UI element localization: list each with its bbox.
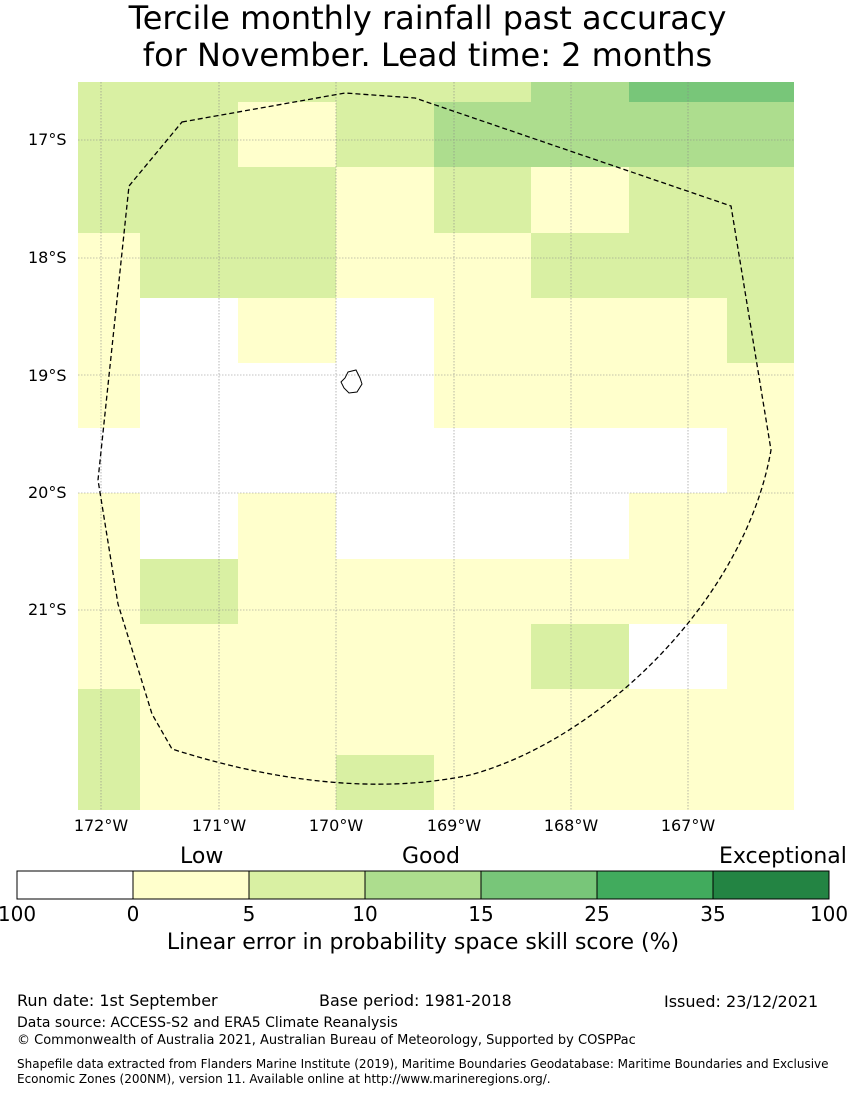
data-source: Data source: ACCESS-S2 and ERA5 Climate … xyxy=(17,1015,398,1031)
skill-cell xyxy=(531,167,629,233)
lat-label-19s: 19°S xyxy=(28,366,67,385)
skill-cells xyxy=(78,82,794,810)
skill-cell xyxy=(336,233,531,298)
skill-cell xyxy=(727,624,794,689)
skill-cell xyxy=(78,298,140,363)
skill-cell xyxy=(78,233,140,298)
colorbar-tick: 100 xyxy=(809,902,849,926)
skill-cell xyxy=(434,755,794,810)
skill-cell xyxy=(238,493,336,559)
colorbar-tick: 25 xyxy=(584,902,610,926)
skill-cell xyxy=(727,298,794,363)
colorbar-swatch xyxy=(596,870,714,900)
skill-cell xyxy=(336,167,434,233)
skill-cell xyxy=(78,167,336,233)
base-period: Base period: 1981-2018 xyxy=(319,991,512,1010)
skill-cell xyxy=(434,102,794,167)
colorbar-tick: 0 xyxy=(126,902,140,926)
skill-cell xyxy=(531,82,629,102)
lat-label-21s: 21°S xyxy=(28,600,67,619)
lon-label-168w: 168°W xyxy=(543,816,599,835)
skill-cell xyxy=(434,167,531,233)
colorbar-swatch xyxy=(712,870,830,900)
skill-cell xyxy=(140,689,794,755)
skill-cell xyxy=(238,559,794,624)
colorbar-swatch xyxy=(248,870,366,900)
skill-cell xyxy=(434,363,794,428)
skill-cell xyxy=(78,82,531,102)
colorbar-axis-label: Linear error in probability space skill … xyxy=(166,930,680,955)
colorbar-tick: 10 xyxy=(352,902,378,926)
skill-cell xyxy=(336,493,629,559)
title-line-1: Tercile monthly rainfall past accuracy xyxy=(128,0,727,37)
island-outline xyxy=(340,369,363,394)
issued-date: Issued: 23/12/2021 xyxy=(664,992,819,1011)
skill-cell xyxy=(140,298,238,363)
colorbar-swatches xyxy=(16,870,830,900)
skill-cell xyxy=(238,298,336,363)
skill-cell xyxy=(238,102,336,167)
skill-cell xyxy=(140,755,336,810)
colorbar-swatch xyxy=(132,870,250,900)
legend-category-exceptional: Exceptional xyxy=(719,844,847,869)
colorbar-swatch xyxy=(480,870,598,900)
skill-map xyxy=(16,82,830,900)
colorbar-swatch xyxy=(364,870,482,900)
colorbar-tick: 100 xyxy=(0,902,37,926)
skill-cell xyxy=(629,82,794,102)
legend-category-low: Low xyxy=(180,844,224,869)
skill-cell xyxy=(629,624,727,689)
lon-label-170w: 170°W xyxy=(308,816,364,835)
skill-cell xyxy=(629,493,794,559)
skill-cell xyxy=(78,624,531,689)
skill-cell xyxy=(629,167,794,233)
skill-cell xyxy=(531,624,629,689)
skill-cell xyxy=(140,363,434,428)
eez-boundary xyxy=(97,92,772,785)
skill-cell xyxy=(531,233,794,298)
skill-cell xyxy=(78,689,140,810)
skill-cell xyxy=(140,493,238,559)
colorbar-tick: 35 xyxy=(700,902,726,926)
lat-label-18s: 18°S xyxy=(28,248,67,267)
legend-category-good: Good xyxy=(402,844,460,869)
shapefile-credit: Shapefile data extracted from Flanders M… xyxy=(17,1057,829,1086)
colorbar-tick: 5 xyxy=(242,902,256,926)
skill-cell xyxy=(140,559,238,624)
skill-cell xyxy=(336,298,434,363)
lon-label-167w: 167°W xyxy=(660,816,716,835)
skill-cell xyxy=(78,428,727,493)
lat-label-20s: 20°S xyxy=(28,483,67,502)
lat-label-17s: 17°S xyxy=(28,130,67,149)
skill-cell xyxy=(78,102,238,167)
title-line-2: for November. Lead time: 2 months xyxy=(142,36,713,74)
lon-label-169w: 169°W xyxy=(426,816,482,835)
skill-cell xyxy=(336,755,434,810)
run-date: Run date: 1st September xyxy=(17,991,218,1010)
lon-label-171w: 171°W xyxy=(191,816,247,835)
colorbar-swatch xyxy=(16,870,134,900)
skill-cell xyxy=(434,298,727,363)
skill-cell xyxy=(140,233,336,298)
copyright: © Commonwealth of Australia 2021, Austra… xyxy=(17,1033,636,1048)
skill-cell xyxy=(727,428,794,493)
lon-label-172w: 172°W xyxy=(73,816,129,835)
skill-cell xyxy=(78,559,140,624)
skill-cell xyxy=(336,102,434,167)
colorbar-tick: 15 xyxy=(468,902,494,926)
